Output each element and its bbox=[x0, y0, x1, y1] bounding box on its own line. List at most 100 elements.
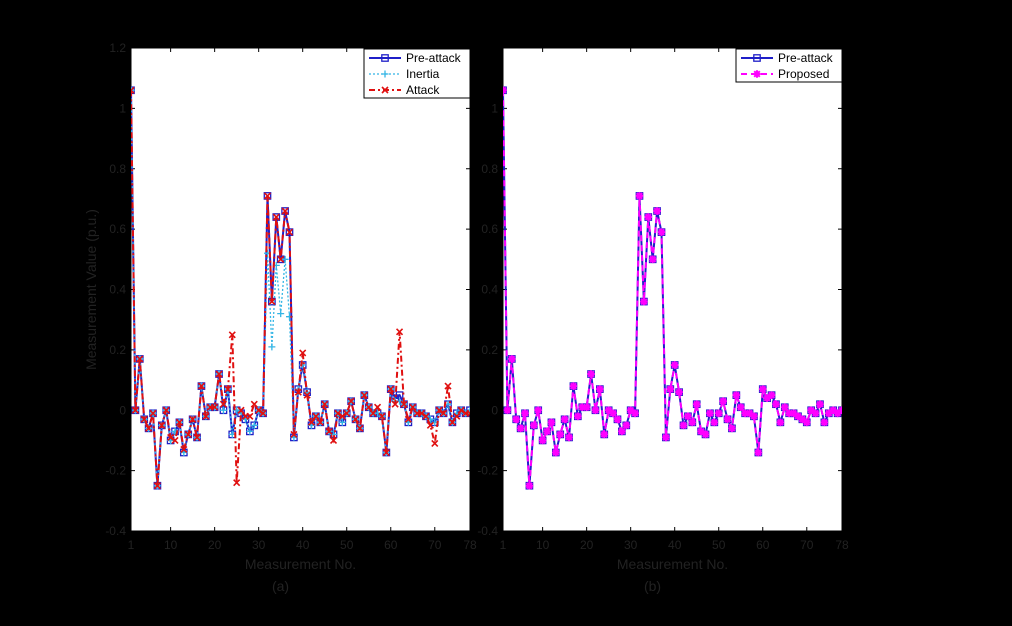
legend-marker bbox=[381, 86, 389, 94]
data-point bbox=[382, 448, 390, 457]
x-tick-label: 70 bbox=[428, 538, 442, 552]
data-point bbox=[431, 439, 439, 448]
data-point bbox=[285, 228, 294, 236]
data-point bbox=[277, 310, 285, 318]
data-point-core bbox=[742, 410, 748, 416]
data-point bbox=[263, 192, 272, 200]
y-tick-label: 0.2 bbox=[481, 343, 498, 357]
data-point-core bbox=[579, 404, 585, 410]
y-tick-label: 0 bbox=[119, 403, 126, 417]
data-point bbox=[149, 409, 157, 417]
data-point-core bbox=[645, 214, 651, 220]
data-point bbox=[281, 207, 289, 215]
y-axis-label: Measurement Value (p.u.) bbox=[83, 209, 99, 370]
data-point-core bbox=[509, 356, 515, 362]
data-point bbox=[290, 430, 298, 438]
x-tick-label: 10 bbox=[536, 538, 550, 552]
y-tick-label: 0.2 bbox=[109, 343, 126, 357]
data-point-core bbox=[663, 434, 669, 440]
x-tick-label: 40 bbox=[296, 538, 310, 552]
chart-panel-b: -0.4 -0.2 0 0.2 0.4 0.6 0.8 1 1 10 20 30 40 50 60 70 78 M… bbox=[477, 47, 849, 594]
data-point bbox=[316, 418, 324, 426]
data-point bbox=[237, 406, 245, 414]
data-point-core bbox=[769, 392, 775, 398]
legend-marker bbox=[753, 54, 761, 62]
data-point bbox=[312, 412, 320, 420]
data-point bbox=[453, 412, 461, 420]
data-point bbox=[334, 409, 342, 417]
data-point-core bbox=[747, 410, 753, 416]
data-point bbox=[321, 400, 329, 408]
y-tick-label: 0.8 bbox=[481, 162, 498, 176]
data-point-core bbox=[513, 416, 519, 422]
data-point bbox=[215, 370, 223, 378]
y-tick-label: -0.2 bbox=[477, 464, 498, 478]
data-point-core bbox=[588, 371, 594, 377]
data-point bbox=[167, 433, 175, 441]
data-point bbox=[255, 406, 263, 414]
data-point bbox=[404, 415, 412, 423]
data-point-core bbox=[566, 434, 572, 440]
data-point bbox=[197, 382, 206, 390]
data-point-core bbox=[698, 428, 704, 434]
data-point-core bbox=[654, 208, 660, 214]
data-point-core bbox=[518, 425, 524, 431]
x-tick-label: 20 bbox=[580, 538, 594, 552]
data-point bbox=[131, 86, 135, 94]
data-point-core bbox=[562, 416, 568, 422]
data-point bbox=[400, 400, 408, 408]
y-tick-label: 1.2 bbox=[109, 41, 126, 55]
data-point bbox=[259, 409, 267, 417]
data-point bbox=[246, 412, 254, 420]
y-tick-label: 0.8 bbox=[109, 162, 126, 176]
data-point-core bbox=[703, 431, 709, 437]
data-point-core bbox=[601, 431, 607, 437]
data-point-core bbox=[614, 416, 620, 422]
data-point-core bbox=[804, 419, 810, 425]
data-point bbox=[272, 213, 280, 221]
data-point-core bbox=[760, 386, 766, 392]
data-point bbox=[440, 409, 448, 417]
data-point-core bbox=[650, 256, 656, 262]
x-tick-label: 60 bbox=[384, 538, 398, 552]
data-point-core bbox=[544, 428, 550, 434]
x-tick-label: 40 bbox=[668, 538, 682, 552]
data-point-core bbox=[733, 392, 739, 398]
data-point bbox=[246, 427, 254, 435]
x-tick-label: 60 bbox=[756, 538, 770, 552]
x-tick-label: 70 bbox=[800, 538, 814, 552]
data-point bbox=[307, 418, 316, 426]
data-point-core bbox=[592, 407, 598, 413]
data-point-core bbox=[826, 410, 832, 416]
x-tick-label: 1 bbox=[500, 538, 507, 552]
x-axis-label: Measurement No. bbox=[245, 556, 356, 572]
data-point-core bbox=[799, 416, 805, 422]
data-point-core bbox=[570, 383, 576, 389]
data-point-core bbox=[548, 419, 554, 425]
data-point bbox=[444, 382, 452, 390]
x-tick-label: 50 bbox=[712, 538, 726, 552]
data-point-core bbox=[755, 450, 761, 456]
data-point-core bbox=[504, 407, 510, 413]
data-point bbox=[457, 406, 465, 414]
data-point bbox=[369, 409, 377, 417]
data-point-core bbox=[720, 398, 726, 404]
y-tick-label: 0 bbox=[491, 403, 498, 417]
data-point bbox=[329, 436, 338, 445]
data-point-core bbox=[540, 437, 546, 443]
plot-area bbox=[130, 47, 471, 532]
data-point bbox=[131, 406, 139, 414]
y-tick-label: -0.4 bbox=[477, 524, 498, 538]
data-point-core bbox=[658, 229, 664, 235]
data-point bbox=[211, 403, 219, 411]
data-point-core bbox=[557, 431, 563, 437]
data-point bbox=[365, 403, 373, 411]
data-point bbox=[285, 228, 294, 236]
legend: Pre-attack Inertia Attack bbox=[363, 48, 471, 99]
panel-label: (a) bbox=[272, 578, 289, 594]
x-tick-label: 20 bbox=[208, 538, 222, 552]
data-point-core bbox=[777, 419, 783, 425]
data-point bbox=[281, 255, 289, 263]
chart-panel-a: -0.4 -0.2 0 0.2 0.4 0.6 0.8 1 1.2 1 10 20 30 40 50 60 70… bbox=[83, 41, 477, 594]
data-point-core bbox=[729, 425, 735, 431]
